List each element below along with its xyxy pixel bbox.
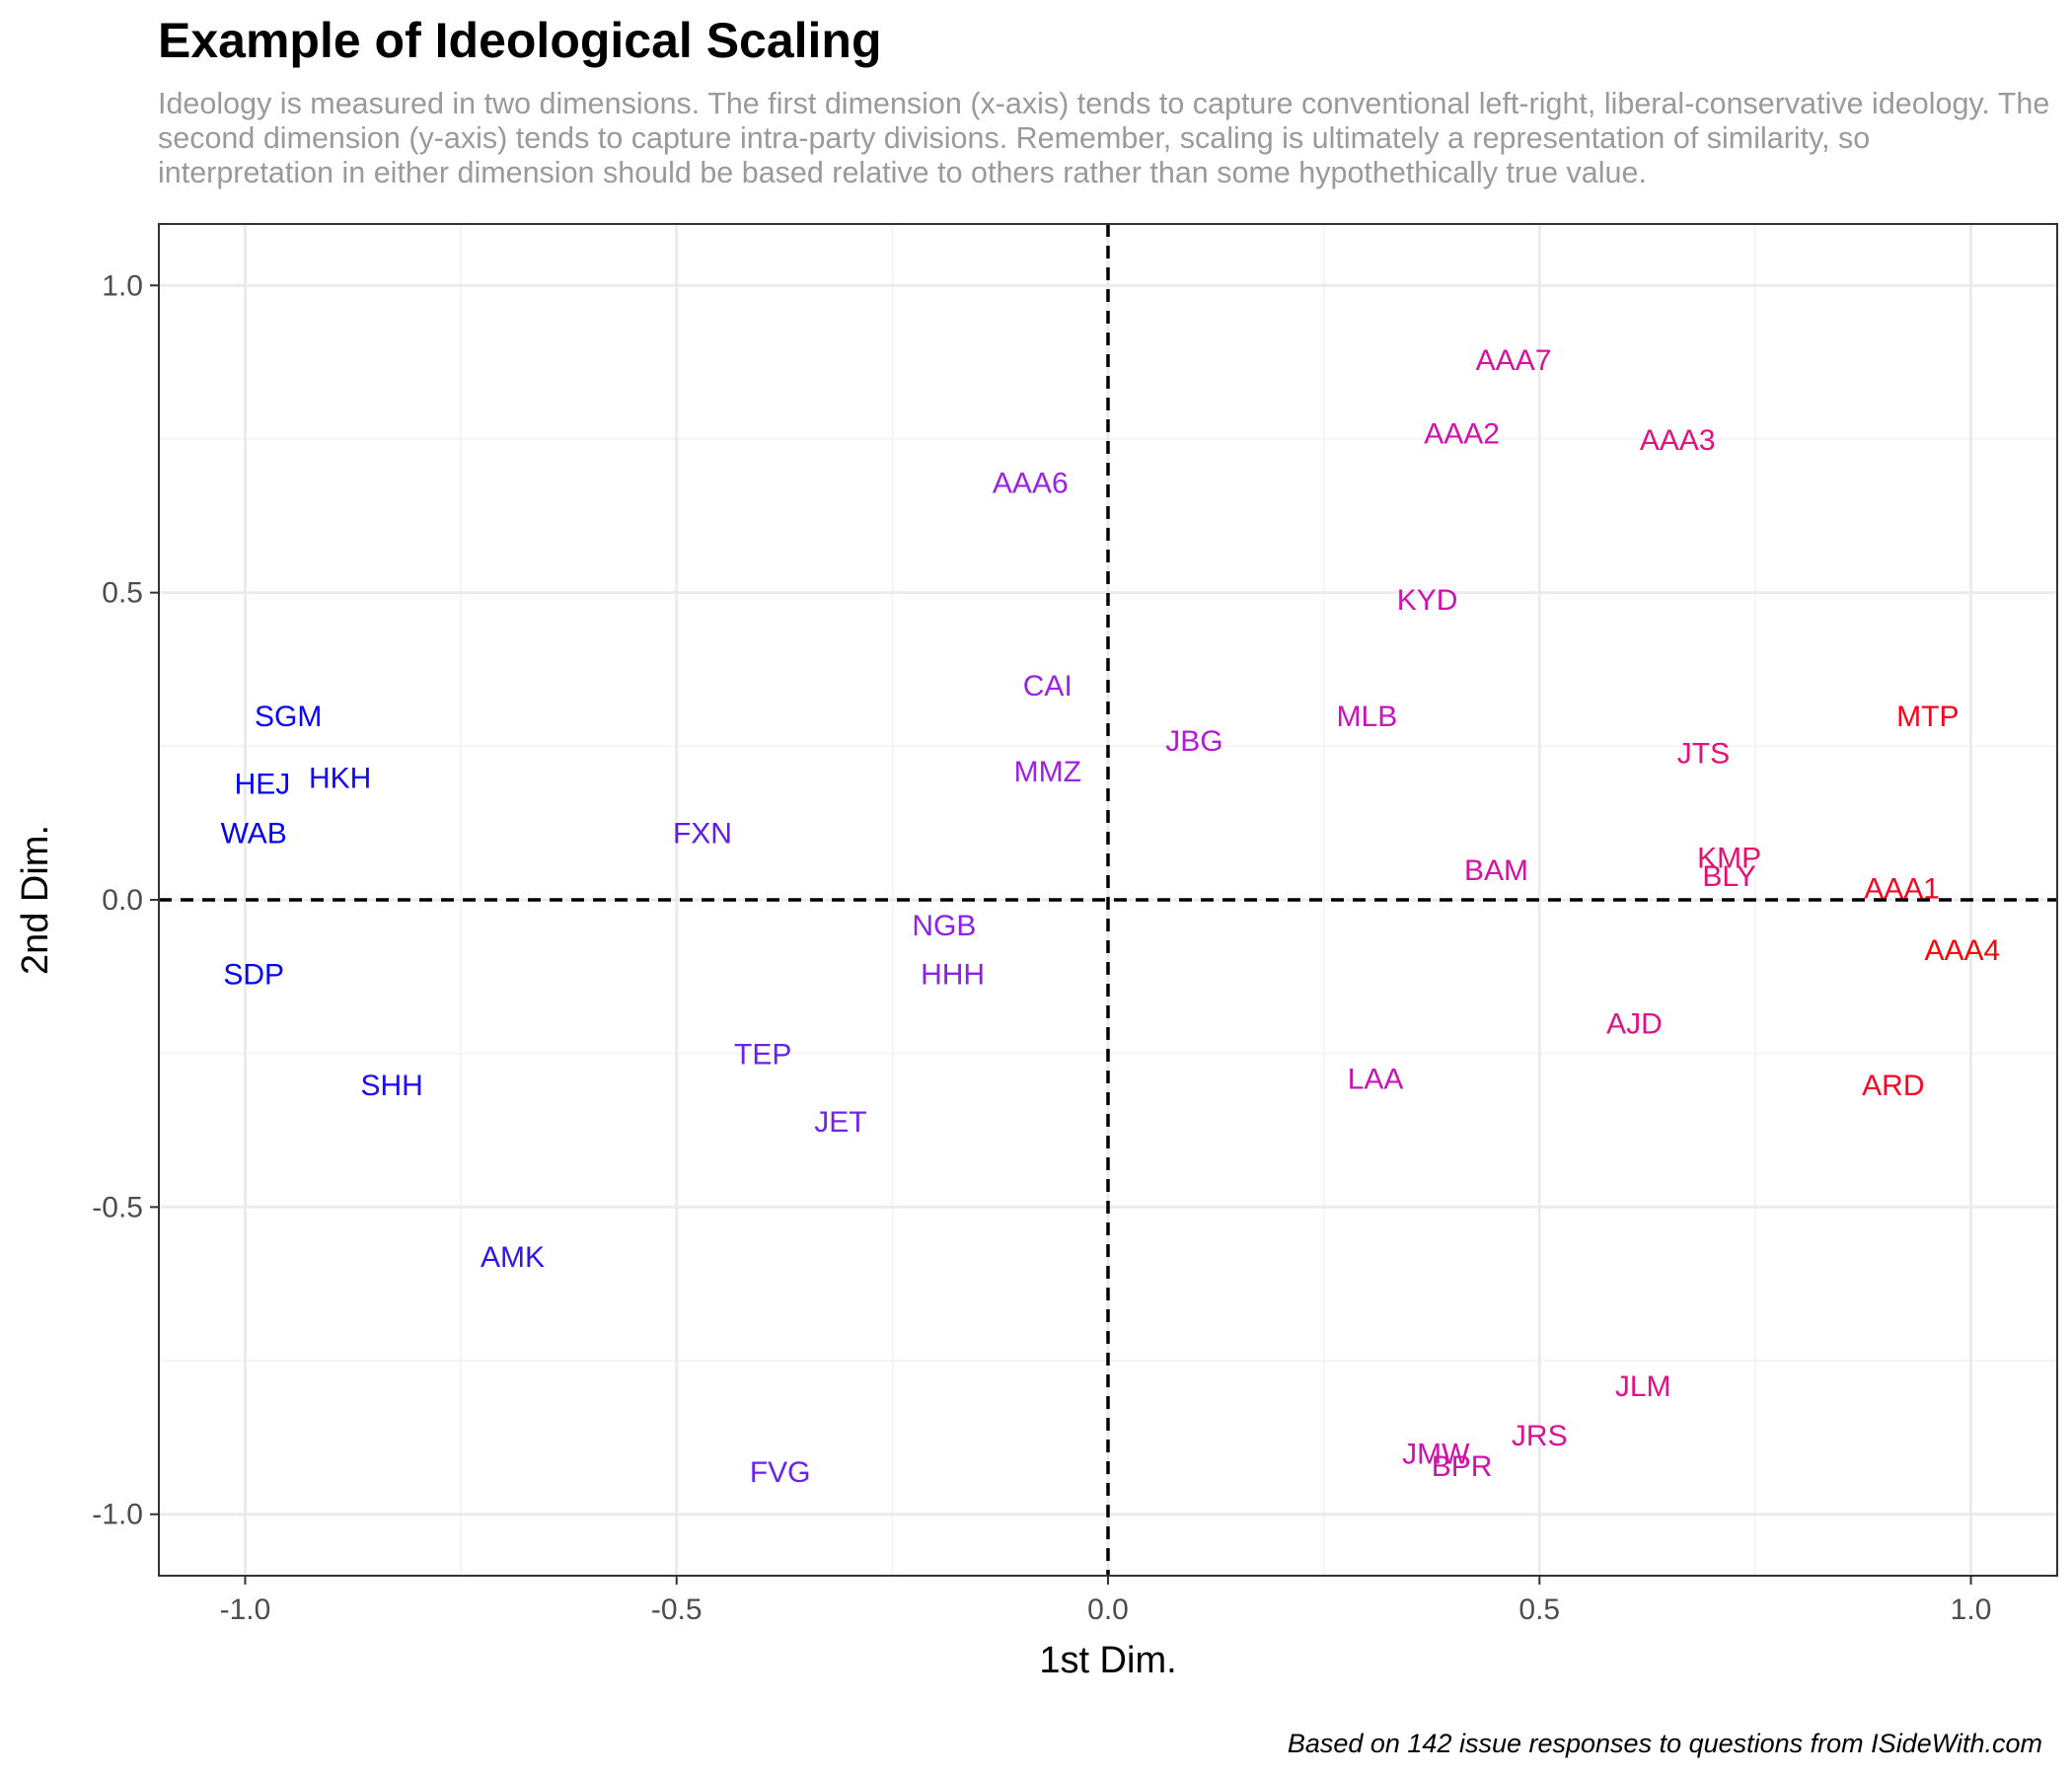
y-tick-label: 0.0 [102,884,143,917]
x-axis-title: 1st Dim. [1039,1640,1176,1681]
point-label: SDP [223,959,284,992]
point-label: LAA [1348,1064,1404,1096]
y-tick-label: -1.0 [92,1499,143,1531]
y-axis-title: 2nd Dim. [15,825,56,975]
point-label: JTS [1677,738,1730,771]
point-label: KYD [1397,584,1458,617]
point-label: JMW [1402,1438,1470,1470]
point-label: SHH [360,1070,422,1102]
point-label: MMZ [1014,756,1081,788]
point-label: JRS [1512,1420,1568,1452]
point-label: JBG [1165,725,1222,758]
point-label: NGB [912,910,976,942]
y-axis-ticks: -1.0 -0.5 0.0 0.5 1.0 [92,269,159,1531]
point-label: AJD [1606,1008,1663,1041]
x-tick-label: 1.0 [1951,1593,1992,1626]
x-tick-label: 0.5 [1518,1593,1560,1626]
y-tick-label: 0.5 [102,577,143,610]
point-label: TEP [734,1039,791,1072]
point-label: HEJ [235,769,291,801]
point-label: AAA4 [1924,934,2000,967]
point-label: JET [814,1106,866,1139]
point-label: MLB [1337,701,1398,733]
point-label: BLY [1702,860,1755,893]
point-label: WAB [221,818,287,851]
point-label: FXN [673,818,732,851]
point-label: HHH [921,959,985,992]
x-tick-label: -0.5 [651,1593,703,1626]
x-tick-label: 0.0 [1087,1593,1129,1626]
point-label: JLM [1615,1370,1671,1403]
point-label: AAA7 [1476,344,1552,377]
point-label: ARD [1862,1070,1924,1102]
x-axis-ticks: -1.0 -0.5 0.0 0.5 1.0 [220,1576,1992,1626]
point-label: KMP [1697,842,1761,874]
point-label: AAA1 [1864,873,1940,906]
point-label: AMK [481,1241,545,1274]
point-label: CAI [1023,670,1073,703]
reference-lines [159,224,2057,1576]
point-label: AAA6 [993,468,1069,500]
y-tick-label: 1.0 [102,269,143,302]
x-tick-label: -1.0 [220,1593,271,1626]
point-label: HKH [309,762,371,794]
chart-caption: Based on 142 issue responses to question… [1287,1729,2042,1758]
y-tick-label: -0.5 [92,1191,143,1223]
chart-subtitle: Ideology is measured in two dimensions. … [158,87,2050,189]
point-label: FVG [750,1456,811,1489]
point-label: MTP [1896,701,1959,733]
point-label: BAM [1464,854,1528,887]
point-label: SGM [255,701,322,733]
point-label: BPR [1432,1450,1493,1483]
point-labels: SGM HEJ HKH WAB SDP SHH AMK FXN TEP JET FVG NGB HHH A… [221,344,2001,1489]
chart-title: Example of Ideological Scaling [158,13,882,68]
point-label: AAA3 [1640,424,1716,457]
point-label: AAA2 [1424,418,1500,451]
